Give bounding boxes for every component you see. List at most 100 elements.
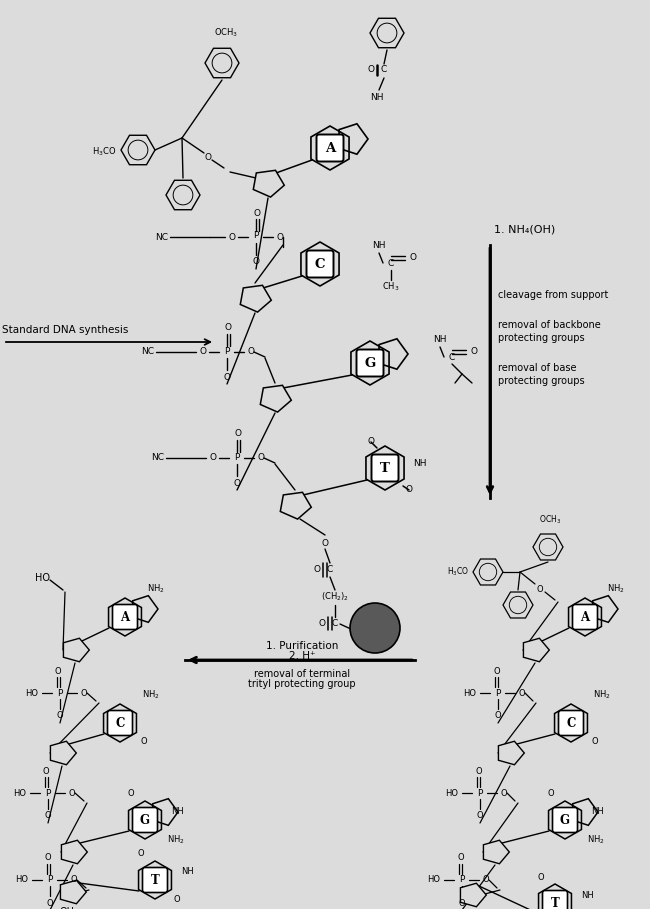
Text: NH$_2$: NH$_2$ <box>167 834 185 846</box>
Text: NH: NH <box>372 242 385 251</box>
Text: C: C <box>115 717 125 730</box>
Circle shape <box>365 617 376 629</box>
Text: G: G <box>140 814 150 827</box>
Text: NH: NH <box>434 335 447 345</box>
Text: O: O <box>43 766 49 775</box>
Text: O: O <box>71 875 77 884</box>
Text: trityl protecting group: trityl protecting group <box>248 679 356 689</box>
Circle shape <box>356 609 391 644</box>
Text: removal of backbone: removal of backbone <box>498 320 601 330</box>
Text: removal of base: removal of base <box>498 363 577 373</box>
Text: P: P <box>477 788 483 797</box>
Circle shape <box>367 620 372 624</box>
Circle shape <box>367 621 371 624</box>
Text: A: A <box>325 142 335 155</box>
Text: NH: NH <box>581 891 593 900</box>
Circle shape <box>363 615 379 632</box>
Text: 2. H⁺: 2. H⁺ <box>289 651 315 661</box>
Text: OCH$_3$: OCH$_3$ <box>214 26 238 39</box>
FancyBboxPatch shape <box>142 867 168 893</box>
Text: 1. NH₄(OH): 1. NH₄(OH) <box>494 225 555 235</box>
Text: OH: OH <box>60 907 75 909</box>
FancyBboxPatch shape <box>372 454 398 482</box>
Polygon shape <box>240 285 271 312</box>
Polygon shape <box>260 385 291 412</box>
Circle shape <box>364 616 377 630</box>
Text: C: C <box>315 258 325 271</box>
Text: HO: HO <box>25 688 38 697</box>
Text: HO: HO <box>14 788 27 797</box>
Text: (CH$_2$)$_2$: (CH$_2$)$_2$ <box>321 591 349 604</box>
Text: O: O <box>476 812 484 821</box>
Circle shape <box>363 616 378 631</box>
Text: NC: NC <box>151 454 164 463</box>
Text: NH$_2$: NH$_2$ <box>587 834 605 846</box>
Text: P: P <box>495 688 500 697</box>
Text: O: O <box>69 788 75 797</box>
Text: NH: NH <box>171 807 184 816</box>
Circle shape <box>354 606 394 646</box>
Circle shape <box>358 611 387 641</box>
Text: O: O <box>494 666 500 675</box>
Text: C: C <box>388 258 394 267</box>
Text: O: O <box>459 898 465 907</box>
Text: cleavage from support: cleavage from support <box>498 290 608 300</box>
FancyBboxPatch shape <box>552 807 577 833</box>
Text: HO: HO <box>428 875 441 884</box>
Text: O: O <box>538 873 544 882</box>
Text: HO: HO <box>35 573 50 583</box>
Text: P: P <box>224 346 229 355</box>
Text: O: O <box>483 875 489 884</box>
Text: O: O <box>500 788 507 797</box>
Text: C: C <box>381 65 387 75</box>
Text: O: O <box>254 208 261 217</box>
Polygon shape <box>523 638 549 662</box>
Text: H$_3$CO: H$_3$CO <box>447 565 469 578</box>
Text: C: C <box>332 620 338 628</box>
Text: removal of terminal: removal of terminal <box>254 669 350 679</box>
Circle shape <box>357 610 389 642</box>
Text: T: T <box>380 462 390 475</box>
Text: NH: NH <box>370 94 383 103</box>
Text: C: C <box>566 717 576 730</box>
Text: O: O <box>495 712 501 721</box>
Text: O: O <box>235 429 242 438</box>
Text: O: O <box>318 618 326 627</box>
Polygon shape <box>51 741 76 764</box>
Text: Standard DNA synthesis: Standard DNA synthesis <box>2 325 129 335</box>
Text: O: O <box>252 257 259 266</box>
Text: O: O <box>471 347 478 356</box>
Text: O: O <box>476 766 482 775</box>
Circle shape <box>350 604 399 652</box>
Text: O: O <box>276 233 283 242</box>
Text: NH: NH <box>413 458 426 467</box>
Circle shape <box>361 614 382 635</box>
Text: O: O <box>233 478 240 487</box>
Text: A: A <box>120 611 129 624</box>
Circle shape <box>353 606 395 648</box>
Text: O: O <box>209 454 216 463</box>
Text: C: C <box>327 565 333 574</box>
Circle shape <box>359 613 384 637</box>
FancyBboxPatch shape <box>133 807 157 833</box>
Text: O: O <box>367 437 374 446</box>
Text: O: O <box>224 373 231 382</box>
Text: O: O <box>55 666 61 675</box>
Circle shape <box>359 612 385 638</box>
Polygon shape <box>60 880 86 904</box>
Text: HO: HO <box>445 788 458 797</box>
FancyBboxPatch shape <box>543 891 567 909</box>
Circle shape <box>362 614 380 634</box>
Text: O: O <box>257 454 265 463</box>
Text: O: O <box>367 65 374 75</box>
Text: P: P <box>57 688 62 697</box>
Text: NH$_2$: NH$_2$ <box>607 583 625 595</box>
Circle shape <box>351 604 398 651</box>
Text: O: O <box>140 736 148 745</box>
Circle shape <box>358 611 387 639</box>
Text: T: T <box>151 874 159 887</box>
Text: O: O <box>229 233 235 242</box>
Polygon shape <box>64 638 89 662</box>
Circle shape <box>354 607 393 645</box>
Text: HO: HO <box>463 688 476 697</box>
